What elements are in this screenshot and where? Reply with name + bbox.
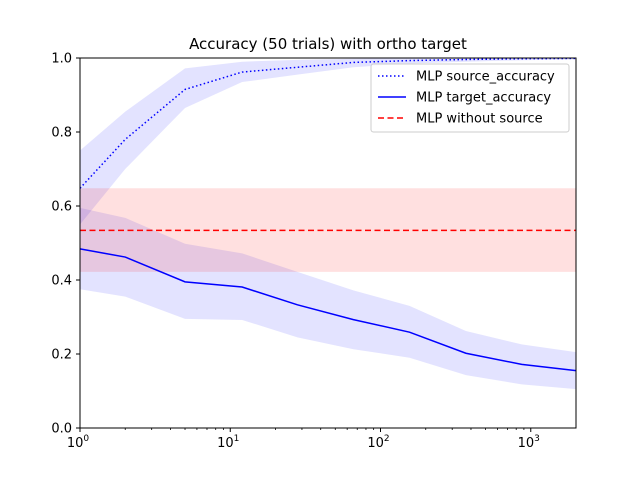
mlp-source-accuracy-line <box>79 57 577 189</box>
legend-label: MLP target_accuracy <box>416 91 551 106</box>
mlp-target-accuracy-line <box>79 248 577 372</box>
y-tick-label: 0.0 <box>51 422 72 437</box>
series-lines <box>79 57 577 372</box>
legend-label: MLP source_accuracy <box>416 70 555 85</box>
y-tick-label: 0.8 <box>51 126 72 141</box>
legend: MLP source_accuracy MLP target_accuracy ML… <box>370 63 570 133</box>
axes-frame <box>79 57 577 429</box>
y-tick-label: 0.4 <box>51 274 72 289</box>
y-tick-label: 0.6 <box>51 200 72 215</box>
chart-title: Accuracy (50 trials) with ortho target <box>189 35 467 53</box>
mlp-target-accuracy-band <box>80 207 576 390</box>
y-tick-label: 0.2 <box>51 348 72 363</box>
x-tick-exponent: 1 <box>234 434 240 444</box>
y-tick-label: 1.0 <box>51 52 72 67</box>
x-tick-exponent: 2 <box>384 434 390 444</box>
legend-box <box>370 63 570 133</box>
legend-label: MLP without source <box>416 112 543 127</box>
x-tick-exponent: 3 <box>534 434 540 444</box>
x-tick-exponent: 0 <box>83 434 89 444</box>
